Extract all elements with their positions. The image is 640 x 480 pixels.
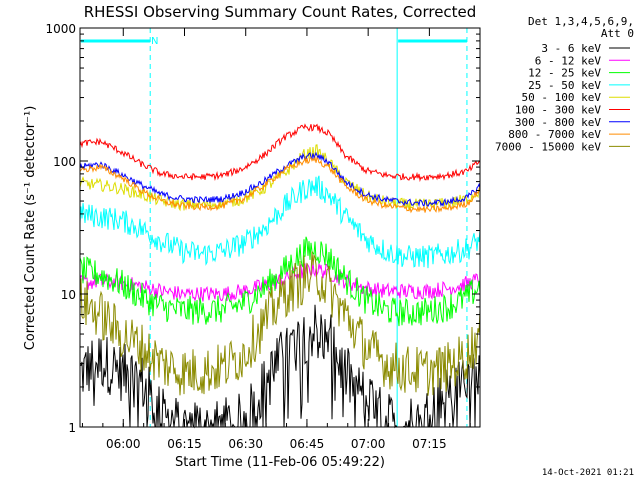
- legend-label-4: 50 - 100 keV: [522, 91, 602, 104]
- series-6-12-kev: [79, 261, 481, 303]
- legend-label-2: 12 - 25 keV: [528, 67, 601, 80]
- series-100-300-kev: [79, 123, 481, 183]
- x-tick-label-0: 06:00: [106, 437, 141, 451]
- x-tick-label-1: 06:15: [167, 437, 202, 451]
- y-tick-label-0: 1: [68, 421, 76, 435]
- series-7000-15000-kev: [79, 251, 481, 396]
- x-axis: 06:00 06:15 06:30 06:45 07:00 07:15: [81, 28, 471, 451]
- y-axis-label: Corrected Count Rate (s⁻¹ detector⁻¹): [23, 106, 38, 351]
- legend-label-6: 300 - 800 keV: [515, 116, 601, 129]
- footer-date: 14-Oct-2021 01:21: [542, 468, 634, 478]
- legend-label-7: 800 - 7000 keV: [508, 128, 601, 141]
- annotation-0: N: [151, 36, 158, 47]
- series-800-7000-kev: [79, 155, 481, 214]
- series-50-100-kev: [79, 144, 481, 212]
- legend-label-5: 100 - 300 keV: [515, 104, 601, 117]
- legend-label-8: 7000 - 15000 keV: [495, 140, 601, 153]
- y-axis: 1 10 100 1000: [45, 22, 480, 435]
- plot-area: N: [79, 28, 481, 429]
- y-tick-label-3: 1000: [45, 22, 76, 36]
- y-tick-label-1: 10: [61, 288, 76, 302]
- x-tick-label-4: 07:00: [351, 437, 386, 451]
- legend-label-0: 3 - 6 keV: [541, 42, 601, 55]
- x-tick-label-2: 06:30: [228, 437, 263, 451]
- legend-label-3: 25 - 50 keV: [528, 79, 601, 92]
- x-tick-label-3: 06:45: [290, 437, 325, 451]
- legend-header-line-2: Att 0: [601, 27, 634, 40]
- series-25-50-kev: [79, 175, 481, 269]
- chart-title: RHESSI Observing Summary Count Rates, Co…: [84, 3, 477, 21]
- plot-frame: [79, 27, 481, 428]
- x-axis-label: Start Time (11-Feb-06 05:49:22): [175, 455, 385, 470]
- series-3-6-kev: [79, 304, 481, 429]
- x-tick-label-5: 07:15: [412, 437, 447, 451]
- legend-label-1: 6 - 12 keV: [535, 54, 602, 67]
- legend-header-line-1: Det 1,3,4,5,6,9,: [528, 15, 634, 28]
- y-tick-label-2: 100: [53, 155, 76, 169]
- series-300-800-kev: [79, 151, 481, 208]
